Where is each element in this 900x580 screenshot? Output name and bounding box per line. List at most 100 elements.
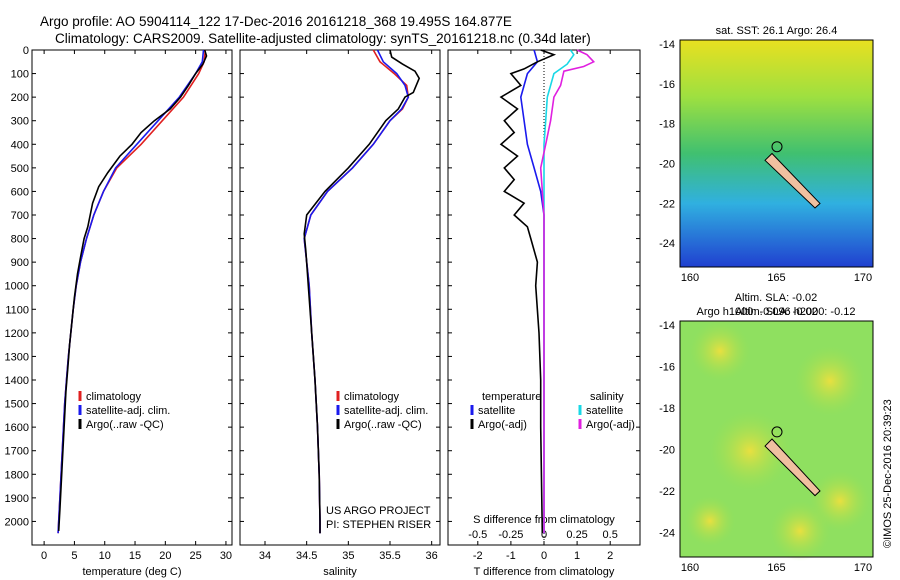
map-y-tick-label: -24 bbox=[659, 238, 675, 250]
y-tick-label: 400 bbox=[11, 139, 29, 151]
y-tick-label: 1600 bbox=[5, 422, 29, 434]
series-line-differences bbox=[539, 49, 596, 534]
series-line-salinity bbox=[303, 49, 410, 534]
sla-anomaly bbox=[685, 496, 735, 546]
x-tick-label: 34 bbox=[259, 550, 271, 562]
series-line-temperature bbox=[57, 49, 208, 531]
s-tick-label: -0.5 bbox=[468, 529, 487, 541]
map-y-tick-label: -18 bbox=[659, 119, 675, 131]
y-tick-label: 1400 bbox=[5, 375, 29, 387]
y-tick-label: 100 bbox=[11, 69, 29, 81]
series-line-salinity bbox=[303, 49, 410, 534]
x-tick-label: 34.5 bbox=[296, 550, 317, 562]
legend-label: Argo(-adj) bbox=[478, 419, 527, 431]
x-axis-label: T difference from climatology bbox=[474, 566, 615, 578]
map-y-tick-label: -16 bbox=[659, 79, 675, 91]
y-tick-label: 1000 bbox=[5, 281, 29, 293]
legend-label: satellite-adj. clim. bbox=[344, 405, 428, 417]
x-tick-label: 35.5 bbox=[379, 550, 400, 562]
map-y-tick-label: -16 bbox=[659, 361, 675, 373]
sst-map bbox=[680, 40, 873, 267]
y-tick-label: 700 bbox=[11, 210, 29, 222]
y-tick-label: 200 bbox=[11, 92, 29, 104]
y-tick-label: 0 bbox=[23, 45, 29, 57]
x-tick-label: 0 bbox=[541, 550, 547, 562]
map-x-tick-label: 160 bbox=[681, 272, 699, 284]
x-tick-label: 0 bbox=[41, 550, 47, 562]
x-tick-label: 36 bbox=[426, 550, 438, 562]
imos-credit: ©IMOS 25-Dec-2016 20:39:23 bbox=[882, 399, 894, 548]
legend-label: satellite bbox=[586, 405, 623, 417]
map-y-tick-label: -22 bbox=[659, 198, 675, 210]
x-tick-label: 5 bbox=[71, 550, 77, 562]
y-tick-label: 1700 bbox=[5, 446, 29, 458]
y-tick-label: 900 bbox=[11, 257, 29, 269]
title-line-2: Climatology: CARS2009. Satellite-adjuste… bbox=[55, 31, 591, 46]
s-tick-label: -0.25 bbox=[498, 529, 523, 541]
legend-label: climatology bbox=[86, 391, 142, 403]
y-tick-label: 1500 bbox=[5, 399, 29, 411]
x-axis-label: temperature (deg C) bbox=[82, 566, 181, 578]
y-tick-label: 1200 bbox=[5, 328, 29, 340]
y-tick-label: 800 bbox=[11, 234, 29, 246]
series-line-salinity bbox=[303, 49, 421, 534]
map-title-line1: Altim. SLA: -0.02 bbox=[735, 292, 818, 304]
legend-label: satellite bbox=[478, 405, 515, 417]
sla-anomaly bbox=[770, 501, 830, 561]
x-tick-label: -1 bbox=[506, 550, 516, 562]
legend-label: Argo(..raw -QC) bbox=[344, 419, 422, 431]
x-tick-label: 25 bbox=[190, 550, 202, 562]
x-tick-label: 30 bbox=[220, 550, 232, 562]
map-frame bbox=[679, 39, 874, 268]
y-tick-label: 1100 bbox=[5, 304, 29, 316]
y-tick-label: 1800 bbox=[5, 469, 29, 481]
map-y-tick-label: -14 bbox=[659, 320, 675, 332]
series-line-differences bbox=[543, 49, 575, 534]
title-line-1: Argo profile: AO 5904114_122 17-Dec-2016… bbox=[40, 14, 512, 29]
map-x-tick-label: 170 bbox=[854, 272, 872, 284]
s-tick-label: 0.5 bbox=[603, 529, 618, 541]
x-tick-label: 2 bbox=[607, 550, 613, 562]
legend-label: salinity bbox=[590, 391, 624, 403]
map-x-tick-label: 165 bbox=[767, 562, 785, 574]
sla-anomaly bbox=[795, 346, 865, 416]
legend-label: climatology bbox=[344, 391, 400, 403]
y-tick-label: 500 bbox=[11, 163, 29, 175]
map-x-tick-label: 165 bbox=[767, 272, 785, 284]
x-tick-label: 15 bbox=[129, 550, 141, 562]
y-tick-label: 1900 bbox=[5, 493, 29, 505]
plot-frame-salinity bbox=[239, 49, 441, 546]
pi-credit: PI: STEPHEN RISER bbox=[326, 519, 432, 531]
map-y-tick-label: -20 bbox=[659, 158, 675, 170]
series-line-differences bbox=[519, 49, 545, 534]
map-title: sat. SST: 26.1 Argo: 26.4 bbox=[716, 25, 838, 37]
island-shape bbox=[764, 152, 821, 209]
plot-frame-temperature bbox=[31, 49, 233, 546]
y-tick-label: 600 bbox=[11, 186, 29, 198]
island-shape bbox=[764, 438, 821, 497]
legend-label: temperature bbox=[482, 391, 541, 403]
x-tick-label: -2 bbox=[473, 550, 483, 562]
map-y-tick-label: -20 bbox=[659, 444, 675, 456]
map-frame bbox=[679, 320, 874, 558]
s-tick-label: 0 bbox=[541, 529, 547, 541]
sla-anomaly bbox=[710, 411, 790, 491]
series-line-temperature bbox=[57, 49, 207, 534]
legend-label: satellite-adj. clim. bbox=[86, 405, 170, 417]
series-line-temperature bbox=[57, 49, 205, 534]
map-y-tick-label: -18 bbox=[659, 403, 675, 415]
x-tick-label: 10 bbox=[99, 550, 111, 562]
x-axis-label: salinity bbox=[323, 566, 357, 578]
map-y-tick-label: -22 bbox=[659, 486, 675, 498]
map-title: Altim. SLA: -0.02 bbox=[735, 306, 818, 318]
map-x-tick-label: 170 bbox=[854, 562, 872, 574]
sla-anomaly bbox=[690, 321, 750, 381]
x-tick-label: 35 bbox=[342, 550, 354, 562]
series-line-differences bbox=[499, 49, 557, 534]
y-tick-label: 300 bbox=[11, 116, 29, 128]
x-tick-label: 1 bbox=[574, 550, 580, 562]
legend-label: Argo(..raw -QC) bbox=[86, 419, 164, 431]
x-tick-label: 20 bbox=[159, 550, 171, 562]
map-y-tick-label: -24 bbox=[659, 527, 675, 539]
